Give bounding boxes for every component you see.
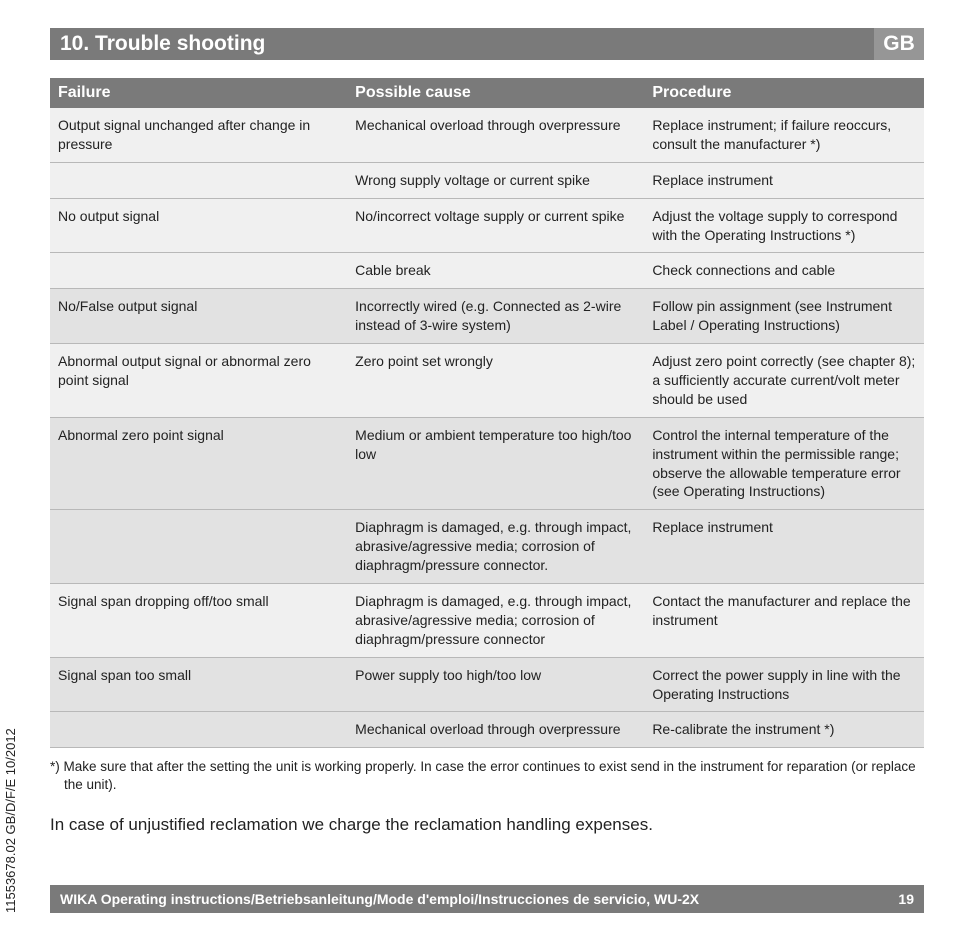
reclamation-note: In case of unjustified reclamation we ch… [50, 815, 924, 835]
cell-cause: Zero point set wrongly [347, 344, 644, 418]
cell-procedure: Contact the manufacturer and replace the… [644, 584, 924, 658]
cell-cause: Mechanical overload through overpressure [347, 712, 644, 748]
footer-bar: WIKA Operating instructions/Betriebsanle… [50, 885, 924, 913]
cell-cause: Power supply too high/too low [347, 657, 644, 712]
cell-cause: Diaphragm is damaged, e.g. through impac… [347, 510, 644, 584]
table-row: Signal span dropping off/too smallDiaphr… [50, 584, 924, 658]
cell-procedure: Adjust zero point correctly (see chapter… [644, 344, 924, 418]
title-bar: 10. Trouble shooting GB [50, 28, 924, 60]
table-row: Mechanical overload through overpressure… [50, 712, 924, 748]
cell-procedure: Adjust the voltage supply to correspond … [644, 198, 924, 253]
cell-failure: Output signal unchanged after change in … [50, 108, 347, 162]
table-header-row: Failure Possible cause Procedure [50, 78, 924, 108]
cell-failure [50, 253, 347, 289]
cell-cause: Wrong supply voltage or current spike [347, 162, 644, 198]
cell-failure: No output signal [50, 198, 347, 253]
cell-cause: Incorrectly wired (e.g. Connected as 2-w… [347, 289, 644, 344]
cell-cause: Cable break [347, 253, 644, 289]
cell-failure [50, 510, 347, 584]
cell-failure: Signal span too small [50, 657, 347, 712]
cell-failure: No/False output signal [50, 289, 347, 344]
table-row: Signal span too smallPower supply too hi… [50, 657, 924, 712]
cell-procedure: Correct the power supply in line with th… [644, 657, 924, 712]
cell-cause: Mechanical overload through overpressure [347, 108, 644, 162]
troubleshooting-table: Failure Possible cause Procedure Output … [50, 78, 924, 748]
cell-cause: Diaphragm is damaged, e.g. through impac… [347, 584, 644, 658]
table-row: Abnormal output signal or abnormal zero … [50, 344, 924, 418]
table-row: Abnormal zero point signalMedium or ambi… [50, 417, 924, 510]
header-procedure: Procedure [644, 78, 924, 108]
header-failure: Failure [50, 78, 347, 108]
table-row: No output signalNo/incorrect voltage sup… [50, 198, 924, 253]
cell-procedure: Replace instrument [644, 510, 924, 584]
page-number: 19 [898, 891, 914, 907]
cell-cause: Medium or ambient temperature too high/t… [347, 417, 644, 510]
cell-failure: Signal span dropping off/too small [50, 584, 347, 658]
cell-procedure: Replace instrument; if failure reoccurs,… [644, 108, 924, 162]
cell-cause: No/incorrect voltage supply or current s… [347, 198, 644, 253]
header-cause: Possible cause [347, 78, 644, 108]
cell-procedure: Replace instrument [644, 162, 924, 198]
language-badge: GB [874, 28, 924, 60]
table-row: Wrong supply voltage or current spikeRep… [50, 162, 924, 198]
cell-procedure: Control the internal temperature of the … [644, 417, 924, 510]
cell-procedure: Follow pin assignment (see Instrument La… [644, 289, 924, 344]
section-heading: 10. Trouble shooting [50, 28, 874, 60]
cell-procedure: Re-calibrate the instrument *) [644, 712, 924, 748]
footer-text: WIKA Operating instructions/Betriebsanle… [60, 891, 699, 907]
cell-procedure: Check connections and cable [644, 253, 924, 289]
cell-failure [50, 162, 347, 198]
cell-failure: Abnormal output signal or abnormal zero … [50, 344, 347, 418]
table-row: Cable breakCheck connections and cable [50, 253, 924, 289]
document-id-label: 11553678.02 GB/D/F/E 10/2012 [3, 728, 18, 913]
cell-failure: Abnormal zero point signal [50, 417, 347, 510]
table-row: No/False output signalIncorrectly wired … [50, 289, 924, 344]
footnote: *) Make sure that after the setting the … [50, 758, 924, 793]
cell-failure [50, 712, 347, 748]
table-row: Output signal unchanged after change in … [50, 108, 924, 162]
table-row: Diaphragm is damaged, e.g. through impac… [50, 510, 924, 584]
